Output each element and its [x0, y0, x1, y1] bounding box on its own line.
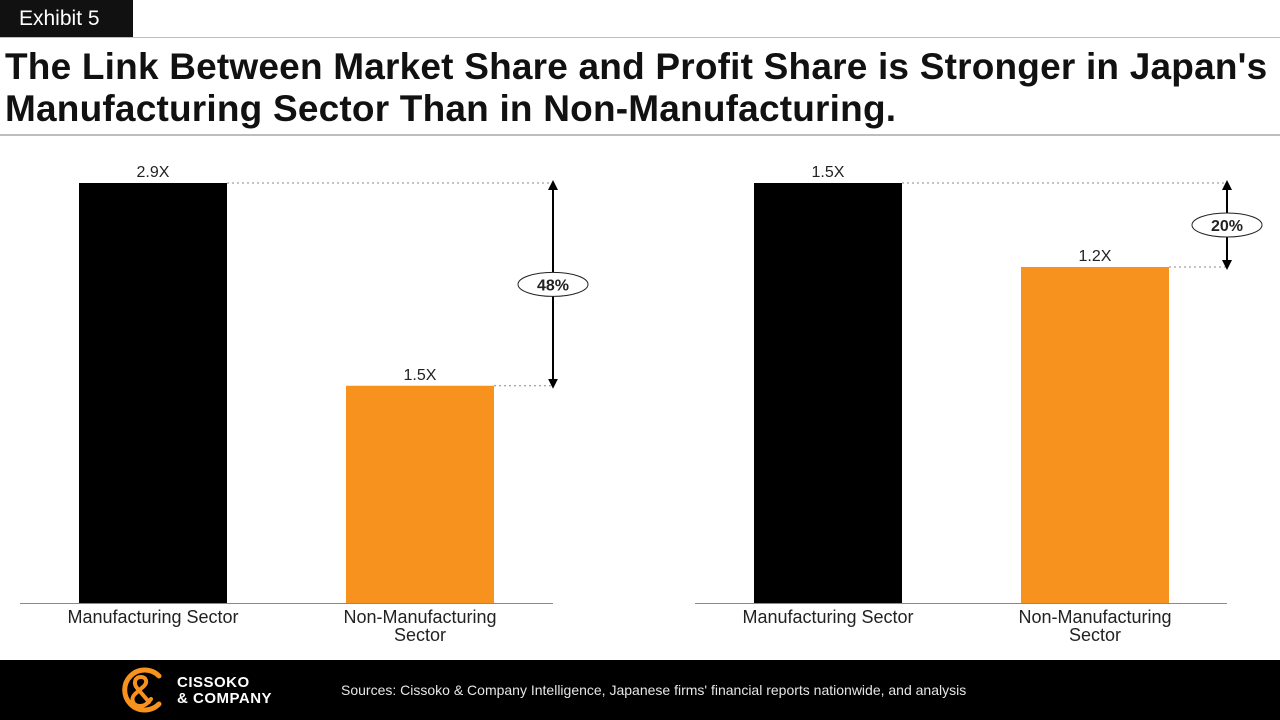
- data-label-2: 1.5X: [404, 367, 437, 384]
- sources-note: Sources: Cissoko & Company Intelligence,…: [341, 682, 967, 698]
- difference-badge: [517, 271, 589, 297]
- chart-2: 1.5X Manufacturing Sector 1.2X Non-Manufact…: [695, 164, 1263, 645]
- data-label-2: 1.2X: [1079, 248, 1112, 265]
- page-title: The Link Between Market Share and Profit…: [5, 46, 1268, 129]
- category-label-line: Sector: [394, 625, 446, 645]
- chart-1: 2.9X Manufacturing Sector 1.5X Non-Manufact…: [20, 164, 589, 645]
- charts-area: 2.9X Manufacturing Sector 1.5X Non-Manufact…: [20, 164, 1263, 645]
- category-label-line: Manufacturing Sector: [67, 607, 238, 627]
- exhibit-label: Exhibit 5: [0, 0, 133, 38]
- data-label-1: 1.5X: [812, 164, 845, 181]
- category-label-1: Manufacturing Sector: [67, 607, 238, 627]
- top-divider: [0, 37, 1280, 38]
- bar-1: [754, 183, 902, 603]
- bar-2: [1021, 267, 1169, 603]
- footer-bar: CISSOKO & COMPANY Sources: Cissoko & Com…: [0, 660, 1280, 720]
- title-divider: [0, 134, 1280, 136]
- logo-text: CISSOKO & COMPANY: [177, 675, 272, 707]
- bar-1: [79, 183, 227, 603]
- category-label-2: Non-Manufacturing Sector: [343, 607, 496, 645]
- difference-label: 48%: [537, 277, 569, 294]
- company-logo: CISSOKO & COMPANY: [115, 666, 315, 714]
- ampersand-c-logo-icon: [122, 667, 162, 713]
- category-label-line: Manufacturing Sector: [742, 607, 913, 627]
- logo-line-1: CISSOKO: [177, 674, 250, 691]
- difference-badge: [1191, 212, 1263, 238]
- data-label-1: 2.9X: [137, 164, 170, 181]
- bar-2: [346, 385, 494, 603]
- category-label-line: Sector: [1069, 625, 1121, 645]
- category-label-1: Manufacturing Sector: [742, 607, 913, 627]
- category-label-2: Non-Manufacturing Sector: [1018, 607, 1171, 645]
- category-label-line: Non-Manufacturing: [1018, 607, 1171, 627]
- category-label-line: Non-Manufacturing: [343, 607, 496, 627]
- difference-label: 20%: [1211, 218, 1243, 235]
- logo-line-2: & COMPANY: [177, 690, 273, 707]
